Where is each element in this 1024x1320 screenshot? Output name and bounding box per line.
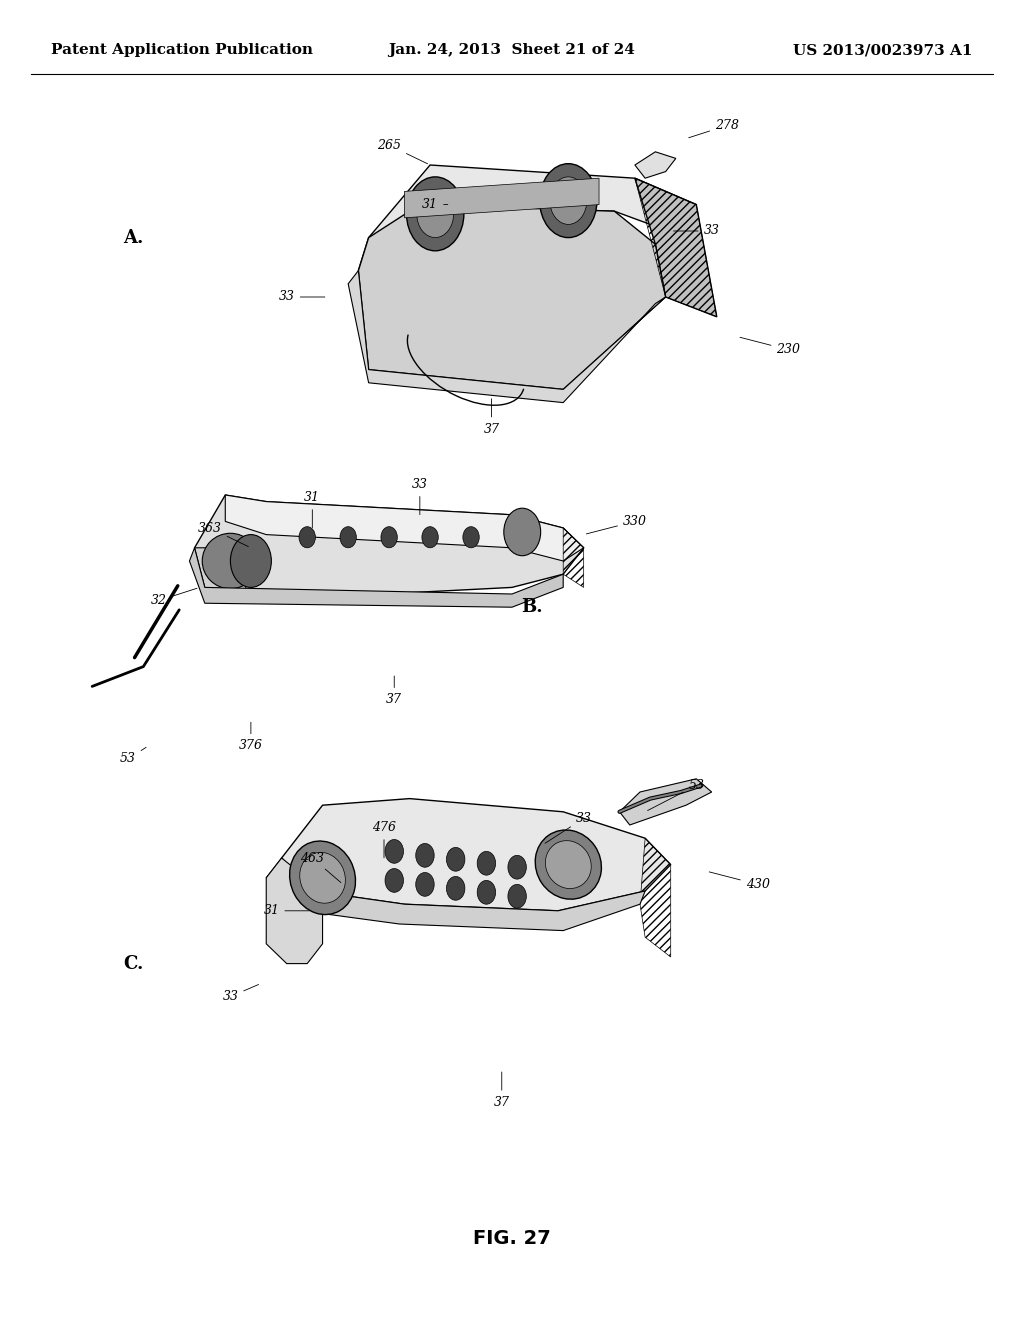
Polygon shape — [620, 779, 712, 825]
Circle shape — [477, 851, 496, 875]
Circle shape — [385, 840, 403, 863]
Text: 476: 476 — [372, 821, 396, 858]
Text: 31: 31 — [422, 198, 447, 211]
Circle shape — [508, 855, 526, 879]
Polygon shape — [266, 858, 323, 964]
Circle shape — [446, 847, 465, 871]
Circle shape — [230, 535, 271, 587]
Text: C.: C. — [123, 954, 143, 973]
Text: 463: 463 — [300, 851, 341, 883]
Polygon shape — [358, 165, 696, 271]
Circle shape — [417, 190, 454, 238]
Ellipse shape — [536, 830, 601, 899]
Polygon shape — [195, 495, 584, 601]
Polygon shape — [635, 178, 717, 317]
Circle shape — [540, 164, 597, 238]
Ellipse shape — [290, 841, 355, 915]
Ellipse shape — [546, 841, 591, 888]
Circle shape — [422, 527, 438, 548]
Text: Jan. 24, 2013  Sheet 21 of 24: Jan. 24, 2013 Sheet 21 of 24 — [388, 44, 636, 57]
Text: 32: 32 — [151, 589, 197, 607]
Text: 230: 230 — [740, 338, 801, 356]
Text: B.: B. — [521, 598, 544, 616]
Polygon shape — [348, 271, 666, 403]
FancyArrowPatch shape — [134, 586, 178, 657]
Text: 37: 37 — [483, 399, 500, 436]
Polygon shape — [358, 205, 666, 389]
Circle shape — [550, 177, 587, 224]
Text: Patent Application Publication: Patent Application Publication — [51, 44, 313, 57]
Text: 33: 33 — [674, 224, 720, 238]
Circle shape — [504, 508, 541, 556]
Circle shape — [407, 177, 464, 251]
Polygon shape — [195, 548, 246, 601]
Text: 33: 33 — [545, 812, 592, 843]
Circle shape — [381, 527, 397, 548]
Polygon shape — [282, 799, 671, 911]
Circle shape — [508, 884, 526, 908]
Text: 53: 53 — [647, 779, 705, 810]
Text: FIG. 27: FIG. 27 — [473, 1229, 551, 1247]
Text: 53: 53 — [120, 747, 146, 766]
Text: 37: 37 — [494, 1072, 510, 1109]
Text: 33: 33 — [222, 985, 259, 1003]
Text: 265: 265 — [377, 139, 428, 164]
Text: 37: 37 — [386, 676, 402, 706]
Text: 31: 31 — [304, 491, 321, 528]
Polygon shape — [635, 152, 676, 178]
Ellipse shape — [203, 533, 258, 589]
Text: 430: 430 — [710, 873, 770, 891]
Text: 31: 31 — [263, 904, 309, 917]
Circle shape — [446, 876, 465, 900]
Polygon shape — [266, 858, 645, 931]
Text: 330: 330 — [587, 515, 647, 533]
Ellipse shape — [300, 853, 345, 903]
Polygon shape — [225, 495, 584, 561]
Circle shape — [385, 869, 403, 892]
Circle shape — [463, 527, 479, 548]
Circle shape — [416, 843, 434, 867]
Text: US 2013/0023973 A1: US 2013/0023973 A1 — [794, 44, 973, 57]
Text: 278: 278 — [689, 119, 739, 137]
Text: 363: 363 — [198, 521, 249, 546]
Circle shape — [477, 880, 496, 904]
Text: 376: 376 — [239, 722, 263, 752]
Polygon shape — [404, 178, 599, 218]
Circle shape — [299, 527, 315, 548]
Circle shape — [340, 527, 356, 548]
Circle shape — [416, 873, 434, 896]
Text: 33: 33 — [412, 478, 428, 515]
Polygon shape — [189, 548, 563, 607]
Text: 33: 33 — [279, 290, 325, 304]
Text: A.: A. — [123, 228, 143, 247]
